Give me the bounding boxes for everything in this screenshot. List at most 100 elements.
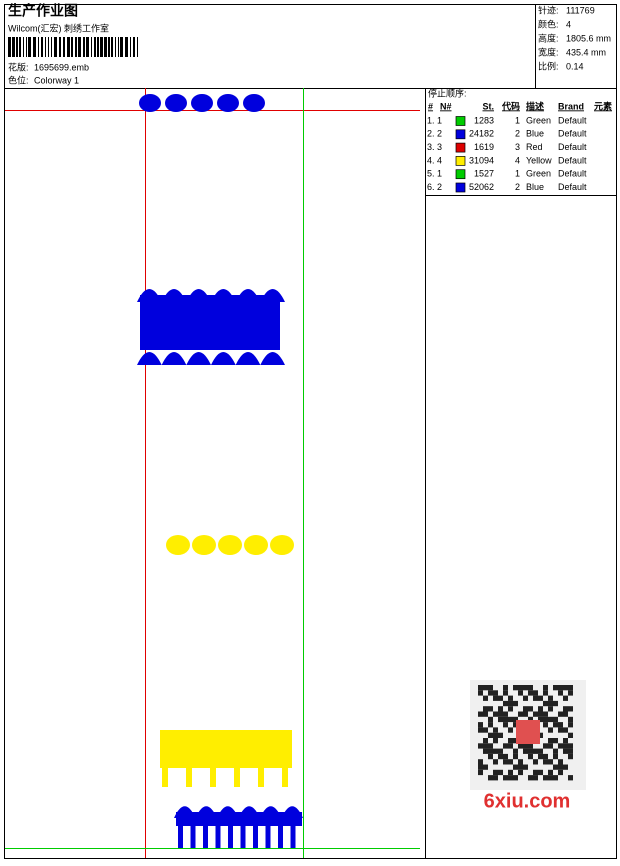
- qr-cell: [518, 743, 523, 749]
- motif: [160, 730, 292, 768]
- qr-cell: [508, 759, 513, 765]
- qr-cell: [553, 700, 558, 707]
- column-header: Brand: [558, 101, 584, 111]
- qr-cell: [533, 769, 538, 776]
- qr-cell: [493, 759, 498, 765]
- bar-stripe: [75, 37, 77, 57]
- qr-cell: [513, 775, 518, 781]
- bar-stripe: [19, 37, 21, 57]
- brand: Default: [558, 169, 587, 179]
- qr-cell: [498, 695, 503, 701]
- qr-cell: [538, 706, 543, 712]
- motif: [253, 824, 258, 848]
- brand: Default: [558, 155, 587, 165]
- qr-cell: [483, 748, 488, 754]
- description: Yellow: [526, 155, 552, 165]
- qr-cell: [548, 700, 553, 707]
- bar-stripe: [97, 37, 99, 57]
- motif: [166, 535, 190, 555]
- row-index: 1. 1: [427, 115, 442, 125]
- qr-cell: [513, 738, 518, 744]
- motif: [139, 94, 161, 112]
- qr-cell: [493, 695, 498, 701]
- qr-cell: [563, 685, 568, 691]
- qr-cell: [488, 722, 493, 728]
- colorway-label: 色位:: [8, 74, 29, 85]
- bar-stripe: [28, 37, 31, 57]
- qr-cell: [523, 748, 528, 754]
- qr-cell: [553, 716, 558, 723]
- qr-cell: [493, 711, 498, 717]
- bar-stripe: [86, 37, 89, 57]
- qr-cell: [568, 775, 573, 781]
- qr-cell: [538, 753, 543, 760]
- column-header: #: [428, 101, 433, 111]
- column-header: St.: [482, 101, 494, 111]
- qr-cell: [543, 690, 548, 696]
- qr-cell: [563, 706, 568, 712]
- qr-cell: [508, 695, 513, 701]
- stop-title: 停止顺序:: [428, 87, 467, 98]
- qr-cell: [478, 769, 483, 776]
- motif: [176, 812, 302, 826]
- stat-label: 高度:: [538, 32, 559, 43]
- qr-cell: [488, 685, 493, 691]
- bar-stripe: [51, 37, 52, 57]
- motif: [290, 824, 296, 848]
- bar-stripe: [54, 37, 57, 57]
- bar-stripe: [48, 37, 49, 57]
- qr-code: [470, 680, 586, 790]
- qr-cell: [518, 711, 523, 717]
- qr-cell: [498, 753, 503, 760]
- qr-cell: [513, 685, 518, 691]
- qr-cell: [478, 743, 483, 749]
- qr-cell: [498, 716, 503, 723]
- qr-cell: [563, 743, 568, 749]
- motif: [217, 94, 239, 112]
- qr-cell: [568, 732, 573, 738]
- qr-cell: [568, 685, 573, 691]
- qr-cell: [498, 769, 503, 776]
- motif: [186, 765, 192, 787]
- row-index: 6. 2: [427, 182, 442, 192]
- bar-stripe: [8, 37, 11, 57]
- motif: [270, 535, 294, 555]
- qr-cell: [568, 748, 573, 754]
- bar-stripe: [33, 37, 36, 57]
- stat-label: 针迹:: [538, 4, 559, 15]
- qr-cell: [558, 711, 563, 717]
- qr-cell: [548, 769, 553, 776]
- description: Green: [526, 169, 551, 179]
- design: 1695699.emb: [34, 62, 89, 72]
- qr-cell: [548, 759, 553, 765]
- qr-cell: [498, 748, 503, 754]
- motif: [244, 535, 268, 555]
- qr-cell: [548, 727, 553, 733]
- brand: Default: [558, 142, 587, 152]
- motif: [165, 94, 187, 112]
- color-swatch: [455, 116, 466, 126]
- stitches: 1619: [474, 142, 494, 152]
- bar-stripe: [45, 37, 46, 57]
- page-border: [4, 4, 617, 859]
- bar-stripe: [91, 37, 92, 57]
- qr-cell: [548, 738, 553, 744]
- code: 1: [515, 115, 520, 125]
- qr-cell: [533, 748, 538, 754]
- qr-cell: [553, 738, 558, 744]
- color-swatch: [455, 129, 466, 140]
- motif: [162, 765, 168, 787]
- qr-cell: [553, 748, 558, 754]
- qr-cell: [528, 690, 533, 696]
- qr-cell: [503, 753, 508, 760]
- qr-cell: [558, 769, 563, 776]
- barcode: [8, 37, 138, 57]
- qr-cell: [523, 706, 528, 712]
- qr-cell: [558, 764, 563, 770]
- qr-cell: [518, 685, 523, 691]
- qr-cell: [568, 753, 573, 760]
- brand: Default: [558, 129, 587, 139]
- description: Red: [526, 142, 543, 152]
- qr-cell: [548, 695, 553, 701]
- qr-cell: [563, 764, 568, 770]
